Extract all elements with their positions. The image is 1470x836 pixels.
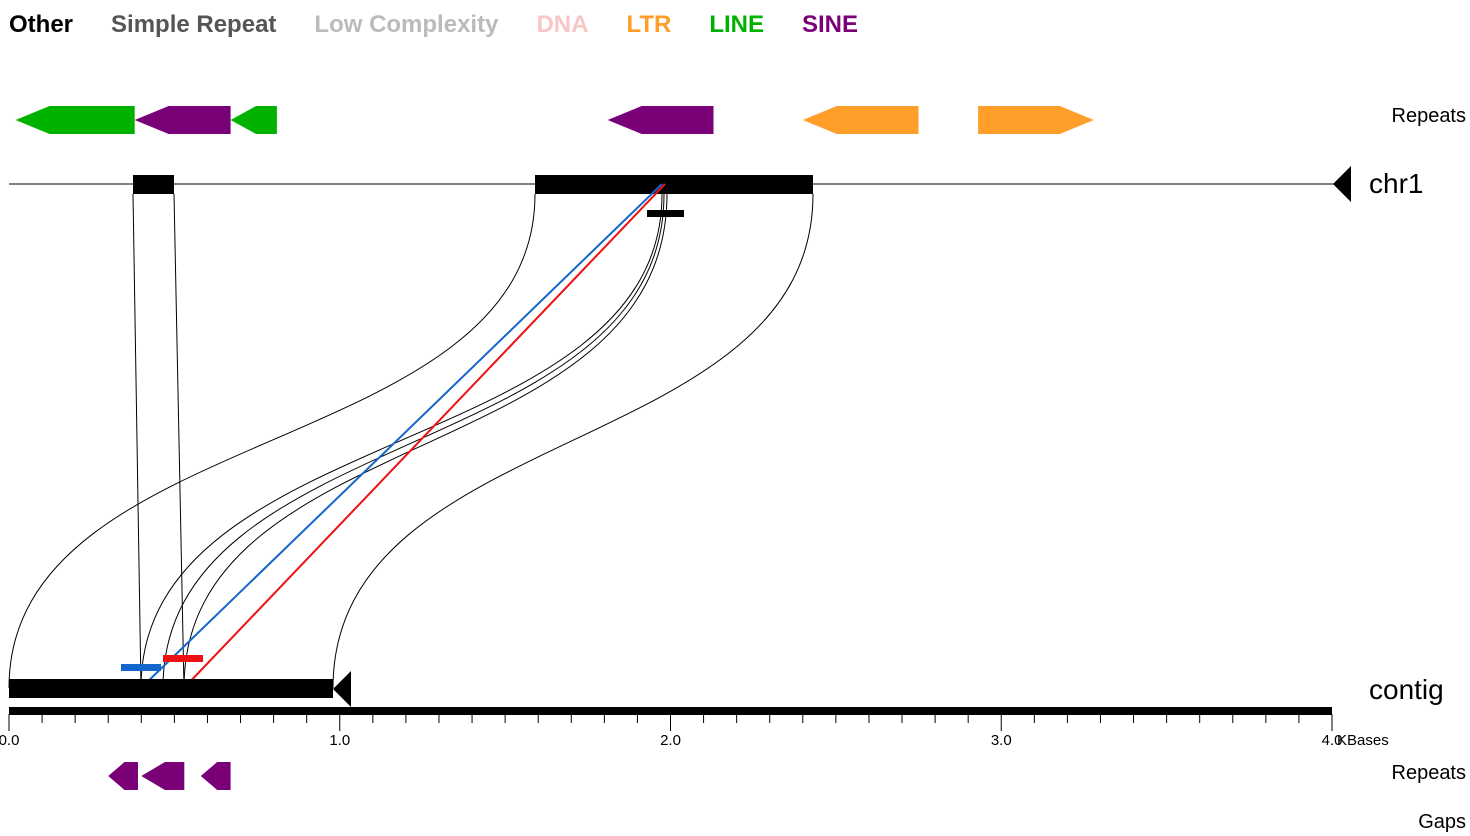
legend-item-line: LINE — [709, 11, 764, 38]
top-repeats-track-label: Repeats — [1391, 105, 1467, 127]
reference-repeat-sine — [134, 106, 231, 134]
contig-sequence-bar — [9, 679, 333, 698]
reference-repeat-line — [230, 106, 277, 134]
gaps-track-label: Gaps — [1418, 811, 1466, 833]
ribbon-edge — [173, 193, 185, 689]
forward-match-marker — [121, 664, 161, 671]
repeat-class-legend: Other Simple Repeat Low Complexity DNA L… — [9, 10, 896, 40]
reference-feature-marker — [647, 210, 684, 217]
contig-strand-arrow-icon — [333, 671, 351, 707]
axis-tick-label: 3.0 — [991, 732, 1012, 749]
ribbon-edge — [162, 193, 665, 689]
contig-repeats-track — [108, 762, 231, 790]
contig-repeat-sine — [108, 762, 138, 790]
reference-strand-arrow-icon — [1333, 166, 1351, 202]
axis-tick-label: 2.0 — [660, 732, 681, 749]
contig-repeat-sine — [141, 762, 185, 790]
ribbon-edge — [8, 193, 536, 689]
alignment-ribbons — [8, 193, 814, 689]
ribbon-edge — [140, 193, 663, 689]
reference-repeat-sine — [607, 106, 714, 134]
reverse-match-marker — [163, 655, 203, 662]
axis-tick-label: 1.0 — [329, 732, 350, 749]
axis-unit-label: KBases — [1337, 732, 1389, 749]
reference-repeat-ltr — [978, 106, 1094, 134]
reference-aligned-block — [535, 175, 813, 194]
reference-sequence-label: chr1 — [1369, 168, 1424, 199]
legend-item-sine: SINE — [801, 11, 858, 38]
ribbon-edge — [183, 193, 668, 689]
bottom-repeats-track-label: Repeats — [1391, 762, 1467, 784]
legend-item-ltr: LTR — [626, 11, 672, 38]
ribbon-edge — [132, 193, 142, 689]
reverse-match-line — [183, 183, 666, 689]
reference-aligned-block — [133, 175, 174, 194]
contig-sequence-label: contig — [1369, 674, 1444, 705]
legend-item-simple-repeat: Simple Repeat — [111, 11, 277, 38]
reference-repeat-ltr — [802, 106, 919, 134]
axis-tick-label: 0.0 — [0, 732, 19, 749]
ribbon-edge — [332, 193, 814, 689]
axis-tick-label: 4.0 — [1322, 732, 1343, 749]
legend-item-other: Other — [9, 11, 74, 38]
scale-axis-bar — [9, 707, 1332, 715]
scale-axis-ticks — [8, 714, 1333, 731]
legend-item-low-complexity: Low Complexity — [314, 11, 499, 38]
contig-repeat-sine — [200, 762, 231, 790]
reference-repeat-line — [15, 106, 135, 134]
reference-repeats-track — [15, 106, 1094, 134]
forward-match-line — [140, 183, 663, 689]
legend-item-dna: DNA — [536, 11, 589, 38]
